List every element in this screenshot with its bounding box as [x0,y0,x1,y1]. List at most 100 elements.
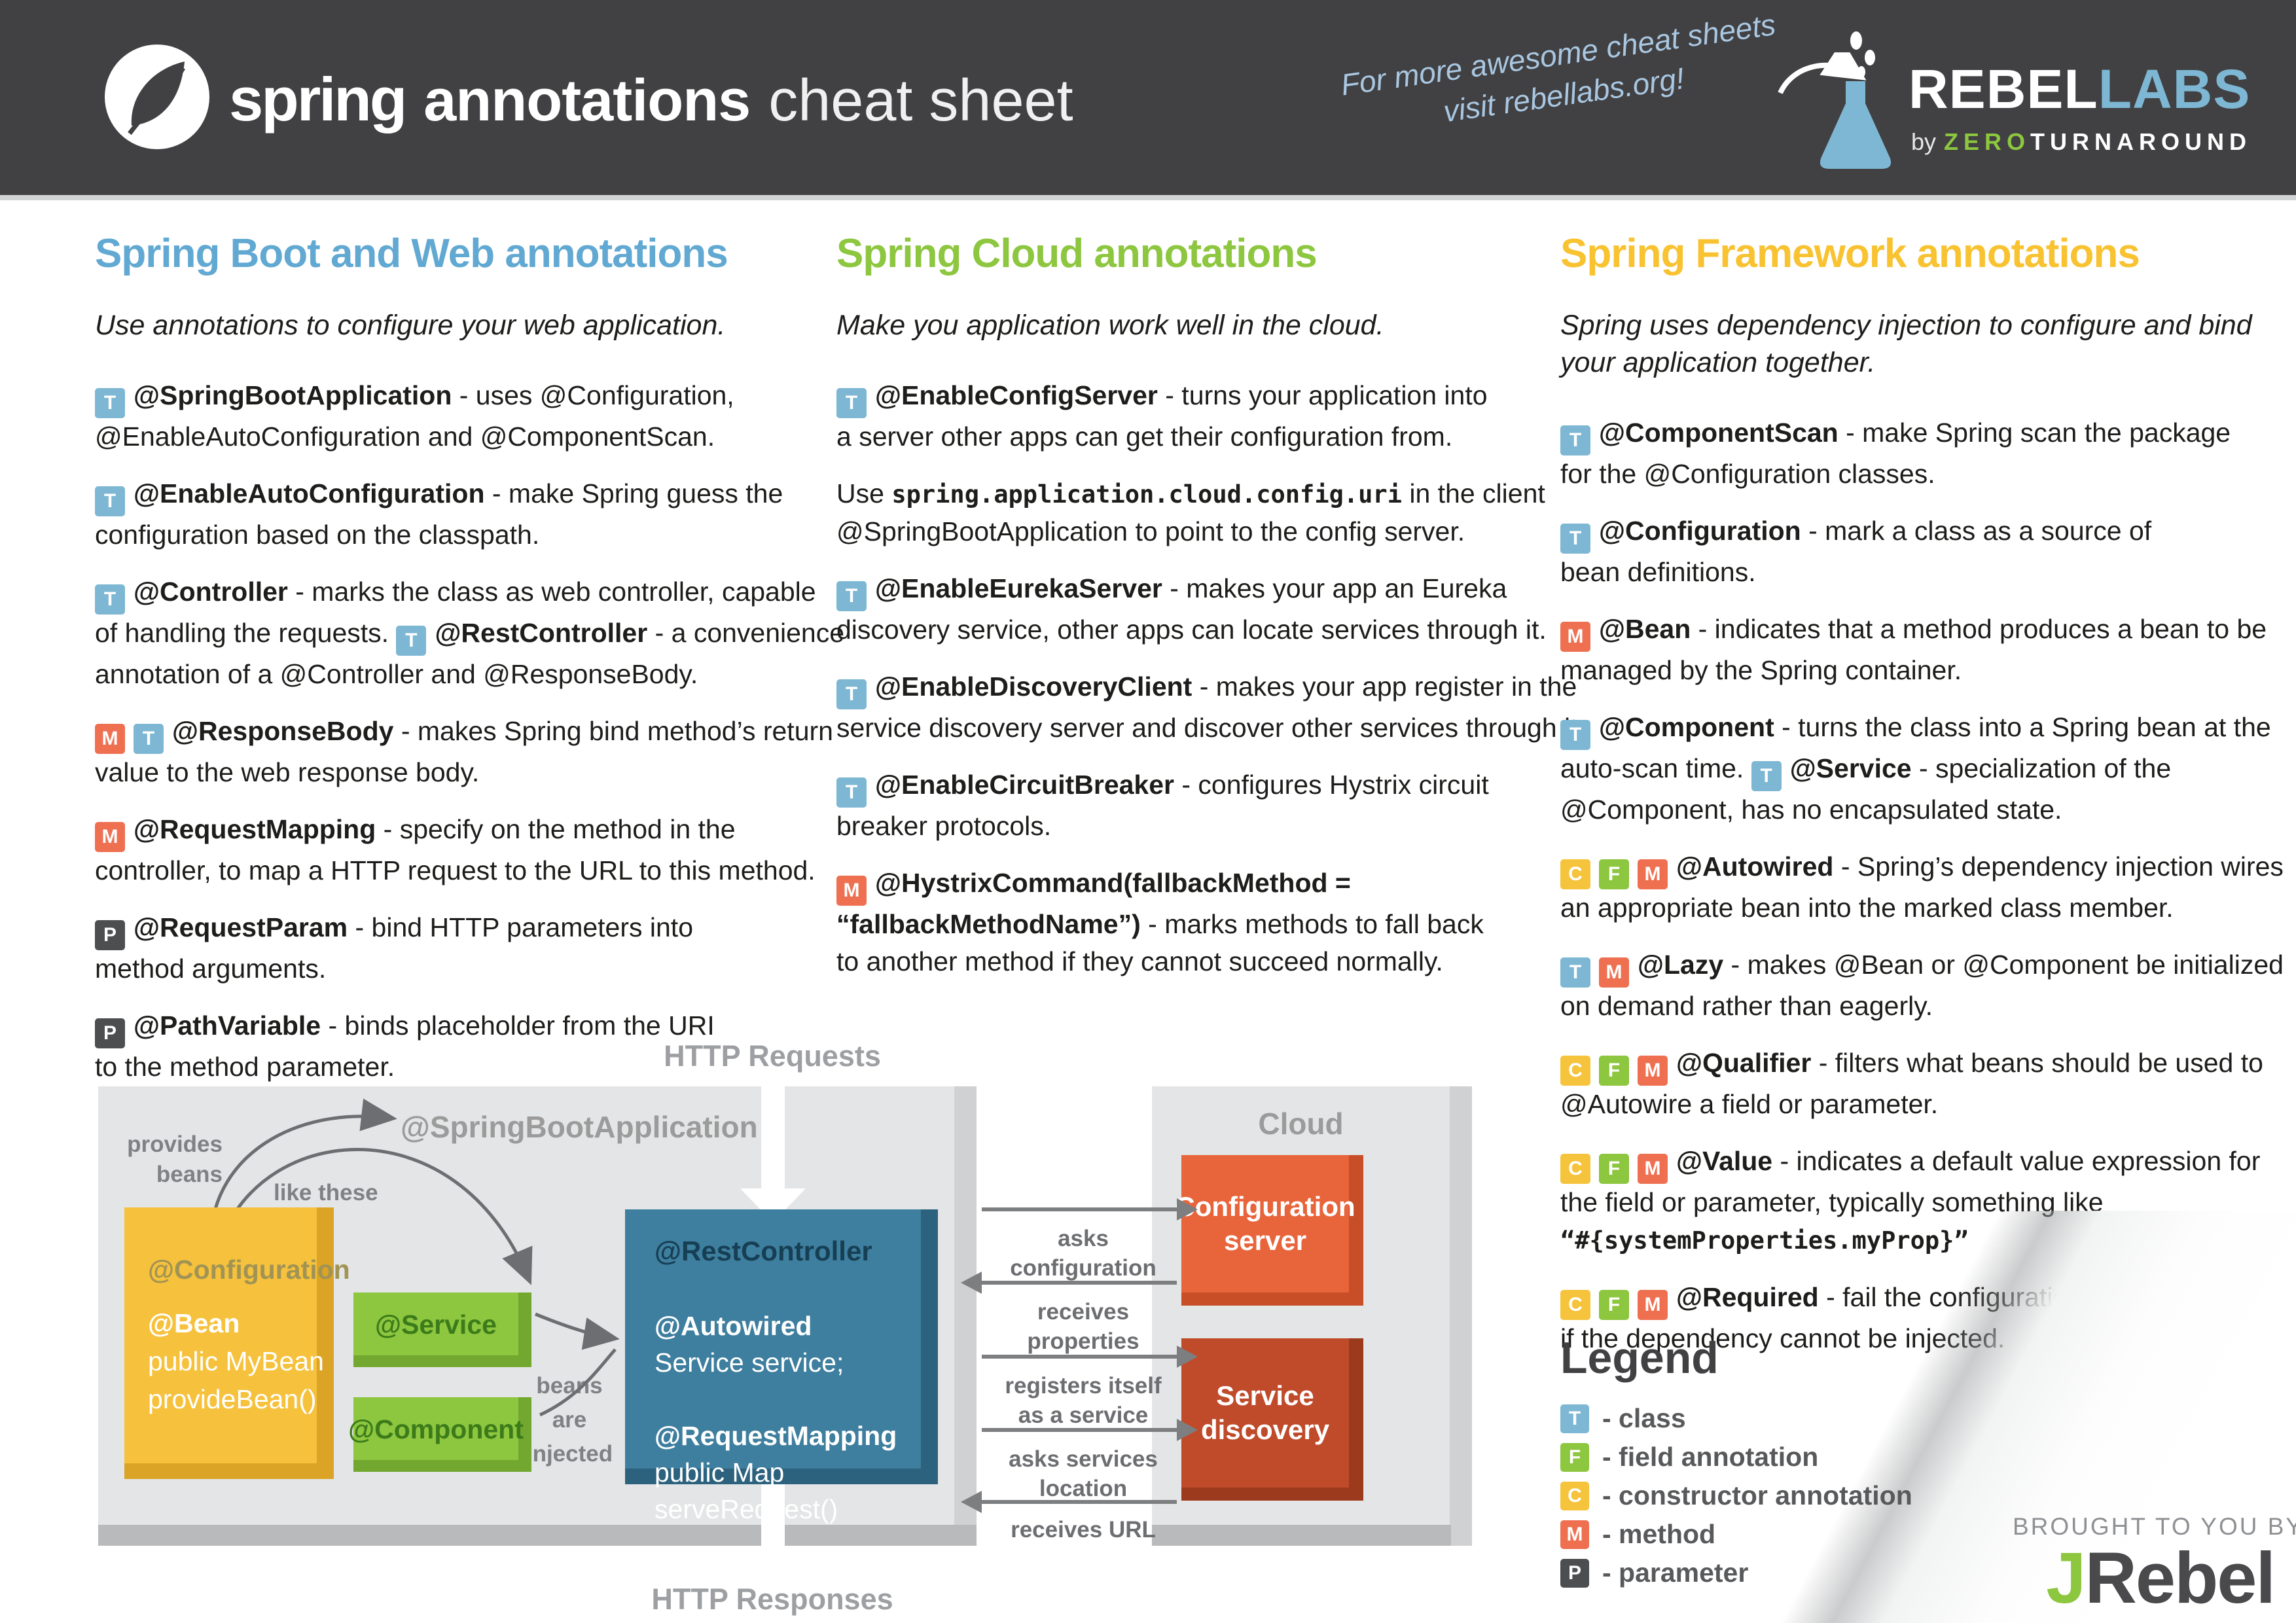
configuration-server-box: Configuration server [1175,1155,1363,1306]
http-requests-arrow [761,1075,785,1190]
annotation-entry: T @EnableDiscoveryClient - makes your app… [836,668,1596,747]
badge-M: M [95,724,125,754]
cloud-panel-fold [1450,1086,1472,1546]
annotation-entry: M @RequestMapping - specify on the method… [95,811,854,889]
app-panel-bottom-edge [98,1525,977,1546]
badge-T: T [95,388,125,418]
annotation-text: - makes your app an Eureka discovery ser… [836,573,1547,645]
arrow-component-to-rest [539,1348,617,1417]
spring-wordmark: spring [229,65,407,134]
handwritten-note: For more awesome cheat sheets visit rebe… [1338,7,1778,129]
annotation-entry: T M @Lazy - makes @Bean or @Component be i… [1560,946,2293,1025]
badge-F: F [1599,1056,1629,1086]
spring-logo-icon [105,45,209,149]
page-curl [1656,1211,2296,1623]
badge-T: T [836,388,867,418]
annotation-entry: T @ComponentScan - make Spring scan the p… [1560,414,2293,493]
http-responses-label: HTTP Responses [651,1582,893,1616]
annotation-text: - make Spring guess the configuration ba… [95,478,783,550]
restcontroller-box-title: @RestController [655,1236,872,1266]
annotation-name: @RequestMapping [134,814,376,844]
springbootapplication-label: @SpringBootApplication [401,1110,758,1144]
gap-arrow-label: asks services location [1009,1446,1158,1501]
component-box-label: @Component [348,1414,524,1444]
jrebel-logo: JRebel [2000,1537,2276,1620]
column-subtitle-spring-framework: Spring uses dependency injection to conf… [1560,310,2252,378]
legend-item-label: - constructor annotation [1602,1480,1912,1510]
legend-item-T: T - class [1560,1403,1912,1434]
annotation-entry: T @Configuration - mark a class as a sour… [1560,512,2293,591]
annotation-text: - uses @Configuration, @EnableAutoConfig… [95,380,734,452]
cloud-panel-bottom-edge [1152,1525,1451,1546]
autowired-label: @Autowired [655,1311,812,1341]
badge-M: M [1638,1056,1668,1086]
flask-icon [1820,31,1892,169]
annotation-name: @ComponentScan [1599,418,1839,448]
badge-C: C [1560,1290,1590,1320]
badge-P: P [95,920,125,950]
arrow-sba-to-service [219,1148,533,1285]
annotation-name: @EnableDiscoveryClient [875,671,1193,702]
doodle-arrow-icon [1778,52,1867,94]
jrebel-j: J [2046,1538,2086,1618]
badge-C: C [1560,1056,1590,1086]
service-discovery-label: Service discovery [1200,1380,1330,1445]
annotation-name: @Lazy [1638,950,1724,980]
requestmapping-label: @RequestMapping [655,1421,897,1451]
legend-title: Legend [1560,1333,1719,1383]
cloud-label: Cloud [1258,1107,1344,1141]
badge-M: M [1599,957,1629,988]
restcontroller-box-code: @Autowired Service service; @RequestMapp… [655,1308,938,1527]
annotation-name: @EnableCircuitBreaker [875,770,1174,800]
annotation-text: in the client @SpringBootApplication to … [836,478,1545,546]
http-responses-arrowhead-icon [740,1548,806,1582]
gap-arrow-label: receives URL [1011,1517,1156,1543]
annotation-entry: M T @ResponseBody - makes Spring bind meth… [95,713,854,791]
annotation-text: - binds placeholder from the URI to the … [95,1010,715,1082]
configuration-server-label: Configuration server [1175,1191,1355,1256]
annotation-name: @HystrixCommand(fallbackMethod = “fallba… [836,868,1351,939]
badge-C: C [1560,859,1590,889]
badge-T: T [396,626,427,656]
beans-injected-label: beans are injected [526,1373,613,1467]
annotation-entry: P @RequestParam - bind HTTP parameters in… [95,909,854,988]
header-bar: spring annotations cheat sheet For more … [0,0,2296,200]
title-annotations: annotations [423,68,751,134]
annotation-text: - makes @Bean or @Component be initializ… [1560,950,2284,1021]
gap-arrowhead-right-icon [1177,1346,1198,1368]
annotation-name: @ResponseBody [172,716,394,746]
annotation-entry: T @SpringBootApplication - uses @Configur… [95,377,854,455]
annotation-name: @Value [1676,1146,1773,1176]
rebellabs-logo: REBELLABS [1909,58,2250,121]
bean-label: @Bean [148,1308,240,1338]
annotation-text: - a convenience annotation of a @Control… [95,618,845,689]
legend-rows: T - class F - field annotation C - constructo… [1560,1403,1912,1588]
diagram-curved-arrows [209,1098,620,1417]
like-these-label: like these [274,1180,378,1205]
annotation-entry: T @EnableAutoConfiguration - make Spring … [95,475,854,554]
annotation-text: - specify on the method in the controlle… [95,814,816,885]
badge-T: T [836,777,867,808]
annotation-entry: M @HystrixCommand(fallbackMethod = “fallb… [836,865,1596,980]
badge-T: T [1560,425,1590,455]
badge-T: T [1560,957,1590,988]
annotation-name: @RestController [435,618,648,648]
column-subtitle-spring-boot-web: Use annotations to configure your web ap… [95,310,726,341]
annotation-entry: T @EnableCircuitBreaker - configures Hyst… [836,766,1596,845]
badge-T: T [95,584,125,615]
annotation-text: - turns your application into a server o… [836,380,1488,452]
annotation-text: - Spring’s dependency injection wires an… [1560,851,2284,923]
legend-item-label: - field annotation [1602,1442,1819,1472]
restcontroller-box: @RestController @Autowired Service servi… [625,1209,938,1524]
column-title-spring-framework: Spring Framework annotations [1560,231,2140,276]
annotation-name: @Configuration [1599,516,1801,546]
column-title-spring-boot-web: Spring Boot and Web annotations [95,231,728,276]
column-spring-framework: Spring Framework annotations Spring uses … [1560,230,2293,1377]
arrow-service-to-rest [535,1312,620,1350]
annotation-entry: T @EnableConfigServer - turns your applic… [836,377,1596,455]
annotation-text: - marks methods to fall back to another … [836,909,1484,976]
legend-item-M: M - method [1560,1519,1912,1550]
badge-T: T [836,581,867,611]
badge-T: T [95,486,125,516]
badge-M: M [1560,1520,1589,1549]
